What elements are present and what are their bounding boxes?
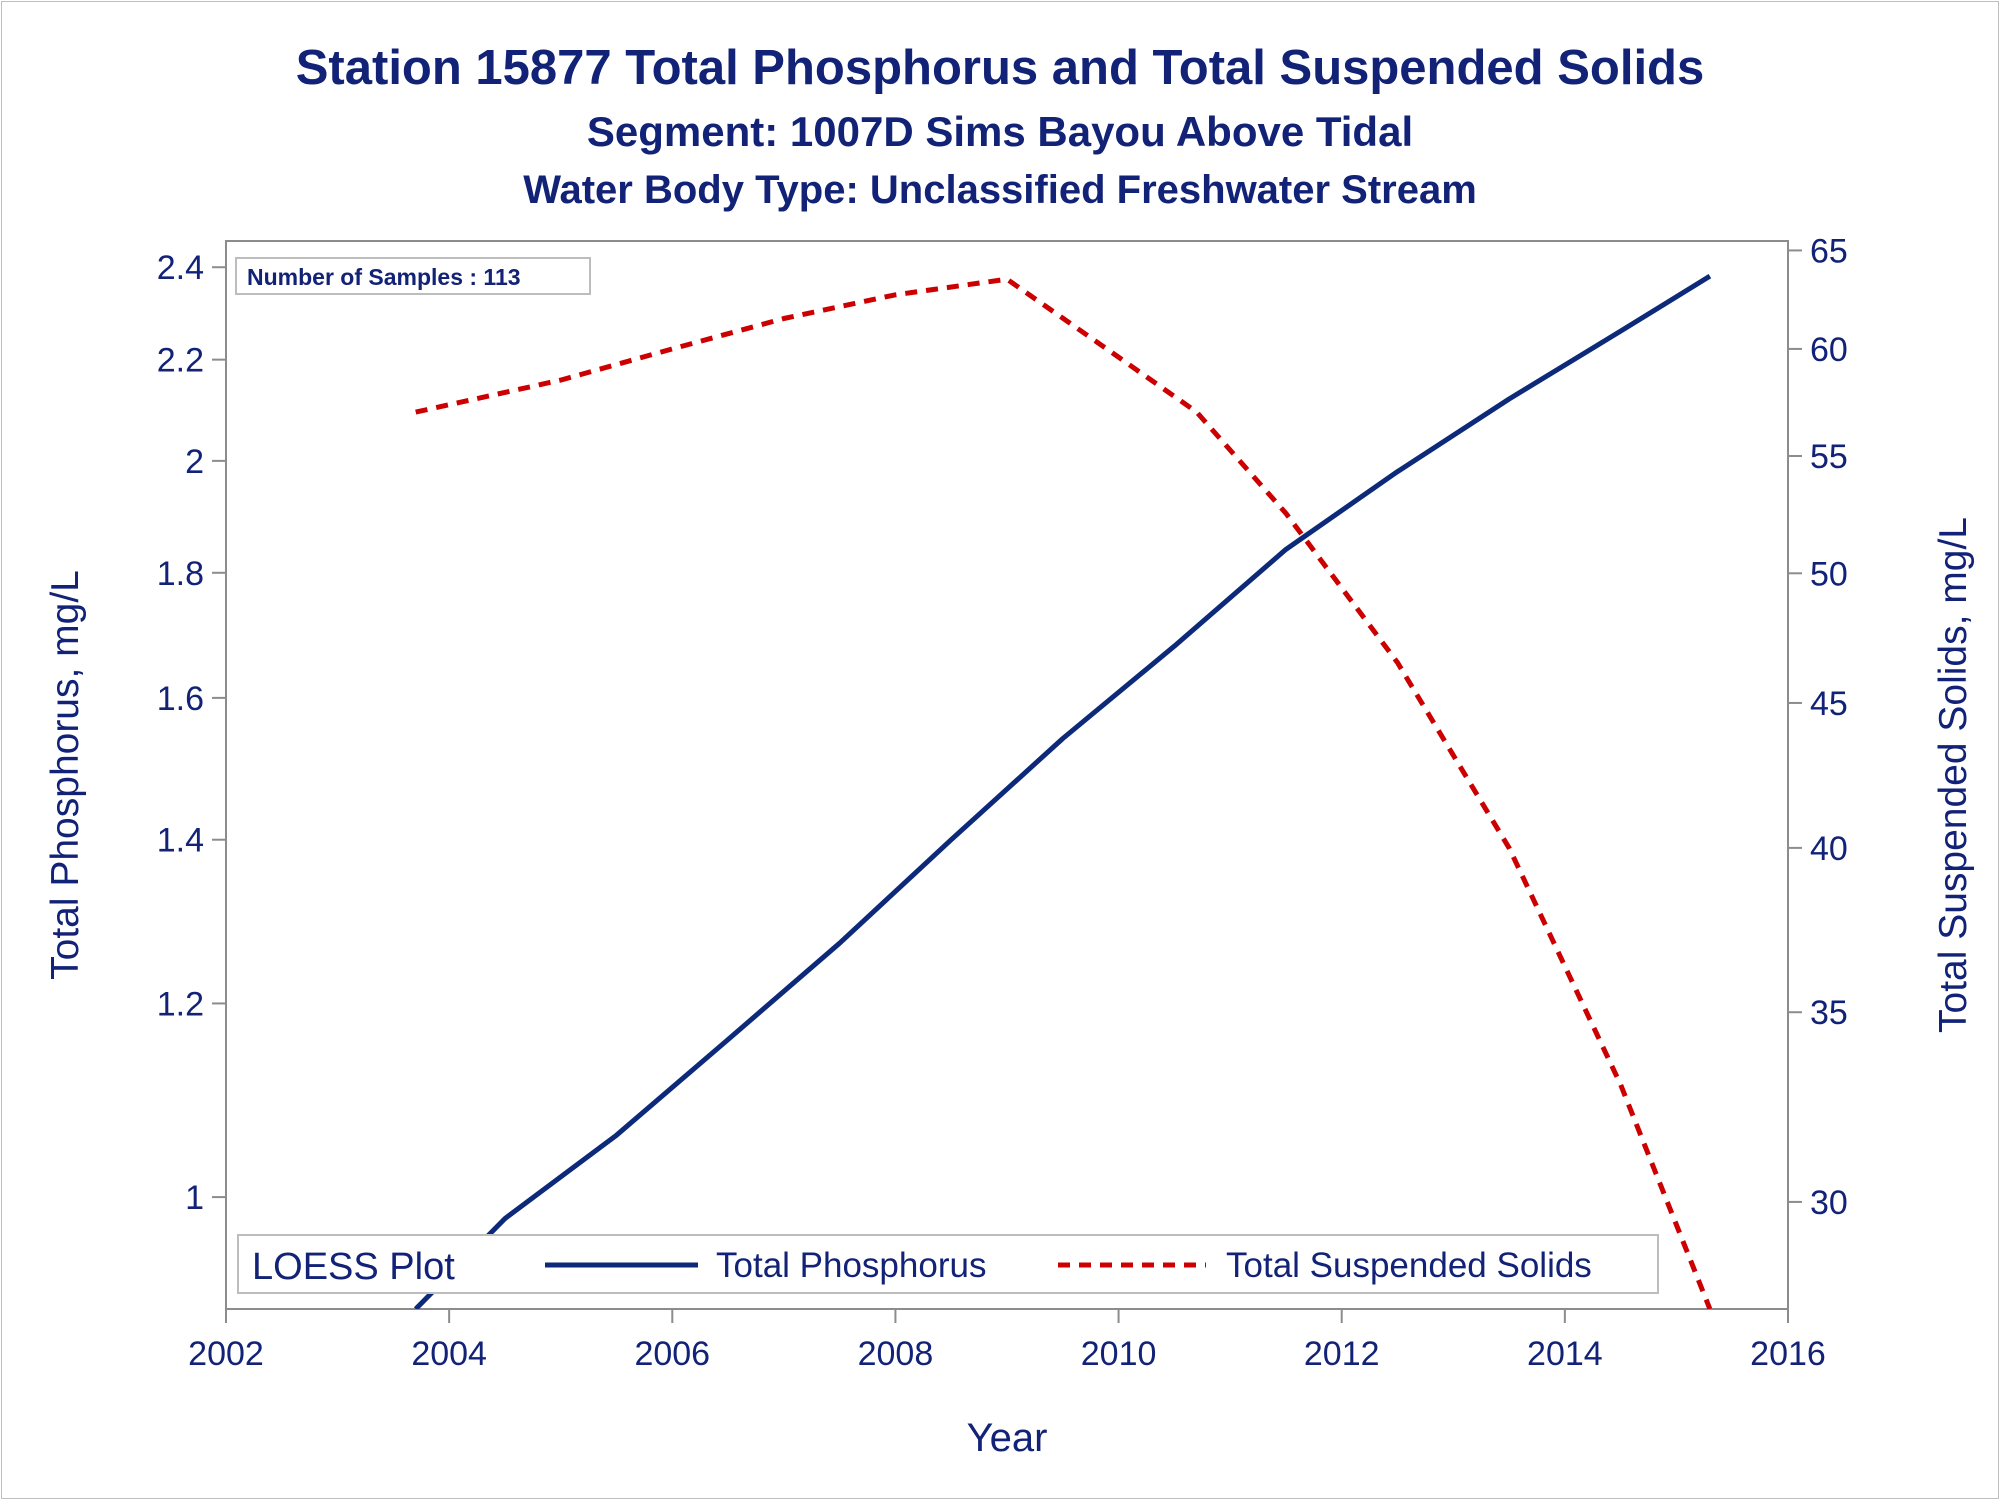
chart-title: Station 15877 Total Phosphorus and Total… <box>295 41 1705 95</box>
y-tick-label: 1.6 <box>157 680 204 718</box>
y2-tick-label: 40 <box>1810 830 1848 868</box>
y-tick-label: 1.8 <box>157 555 204 593</box>
y2-tick-label: 45 <box>1810 685 1848 723</box>
y-tick-label: 2 <box>185 443 204 481</box>
legend: LOESS Plot Total Phosphorus Total Suspen… <box>237 1234 1659 1294</box>
x-tick-label: 2008 <box>858 1335 934 1373</box>
y2-tick-label: 30 <box>1810 1184 1848 1222</box>
sample-count-label: Number of Samples : 113 <box>247 264 521 290</box>
y-axis-right-label: Total Suspended Solids, mg/L <box>1932 517 1975 1033</box>
series-total-suspended-solids <box>415 276 1713 1309</box>
chart-subtitle-segment: Segment: 1007D Sims Bayou Above Tidal <box>586 108 1414 155</box>
x-tick-label: 2012 <box>1304 1335 1380 1373</box>
x-tick-label: 2004 <box>411 1335 487 1373</box>
y-axis-right: 30 35 40 45 50 55 60 65 <box>1788 232 1848 1222</box>
y-axis-left-label: Total Phosphorus, mg/L <box>44 570 87 980</box>
series-total-phosphorus <box>413 273 1712 1309</box>
y-tick-label: 1 <box>185 1179 204 1217</box>
series-layer <box>413 273 1713 1309</box>
y-tick-label: 1.4 <box>157 822 204 860</box>
x-tick-label: 2006 <box>634 1335 710 1373</box>
x-axis: 2002 2004 2006 2008 2010 2012 2014 2016 <box>188 1309 1826 1373</box>
x-tick-label: 2016 <box>1750 1335 1826 1373</box>
x-tick-label: 2010 <box>1081 1335 1157 1373</box>
y2-tick-label: 55 <box>1810 438 1848 476</box>
x-tick-label: 2014 <box>1527 1335 1603 1373</box>
x-tick-label: 2002 <box>188 1335 264 1373</box>
y-tick-label: 1.2 <box>157 985 204 1023</box>
legend-label-total-suspended-solids: Total Suspended Solids <box>1226 1246 1592 1285</box>
y2-tick-label: 65 <box>1810 232 1848 270</box>
x-axis-label: Year <box>967 1416 1048 1460</box>
plot-area <box>225 240 1789 1310</box>
y-axis-left: 1 1.2 1.4 1.6 1.8 2 2.2 2.4 <box>157 249 226 1217</box>
legend-title: LOESS Plot <box>252 1246 455 1288</box>
y2-tick-label: 60 <box>1810 331 1848 369</box>
chart-subtitle-waterbody: Water Body Type: Unclassified Freshwater… <box>523 168 1477 212</box>
y2-tick-label: 35 <box>1810 994 1848 1032</box>
legend-label-total-phosphorus: Total Phosphorus <box>716 1246 986 1285</box>
sample-count-inset: Number of Samples : 113 <box>235 257 591 295</box>
y2-tick-label: 50 <box>1810 555 1848 593</box>
y-tick-label: 2.2 <box>157 342 204 380</box>
y-tick-label: 2.4 <box>157 249 204 287</box>
